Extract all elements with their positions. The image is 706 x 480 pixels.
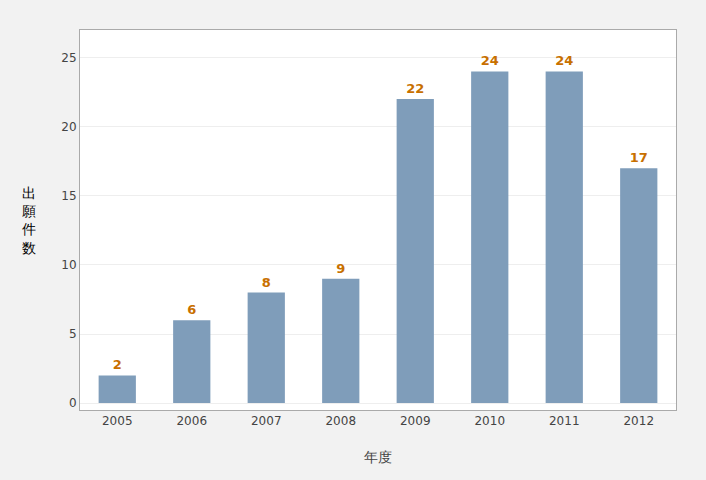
svg-text:9: 9 xyxy=(336,261,345,276)
svg-text:24: 24 xyxy=(481,53,499,68)
svg-text:年度: 年度 xyxy=(364,449,392,465)
svg-text:2010: 2010 xyxy=(474,414,505,428)
svg-text:2005: 2005 xyxy=(102,414,133,428)
svg-text:2007: 2007 xyxy=(251,414,282,428)
svg-text:24: 24 xyxy=(555,53,573,68)
svg-text:2006: 2006 xyxy=(176,414,207,428)
svg-text:2011: 2011 xyxy=(549,414,580,428)
svg-text:8: 8 xyxy=(262,275,271,290)
svg-text:0: 0 xyxy=(69,396,77,410)
svg-text:5: 5 xyxy=(69,327,77,341)
svg-text:25: 25 xyxy=(61,51,76,65)
svg-text:22: 22 xyxy=(406,81,424,96)
svg-text:10: 10 xyxy=(61,258,76,272)
svg-text:出願件数: 出願件数 xyxy=(22,185,36,256)
svg-text:6: 6 xyxy=(187,302,196,317)
svg-text:2: 2 xyxy=(113,357,122,372)
svg-text:2009: 2009 xyxy=(400,414,431,428)
svg-text:15: 15 xyxy=(61,189,76,203)
svg-text:17: 17 xyxy=(630,150,648,165)
svg-text:2012: 2012 xyxy=(623,414,654,428)
svg-text:20: 20 xyxy=(61,120,76,134)
svg-text:2008: 2008 xyxy=(325,414,356,428)
